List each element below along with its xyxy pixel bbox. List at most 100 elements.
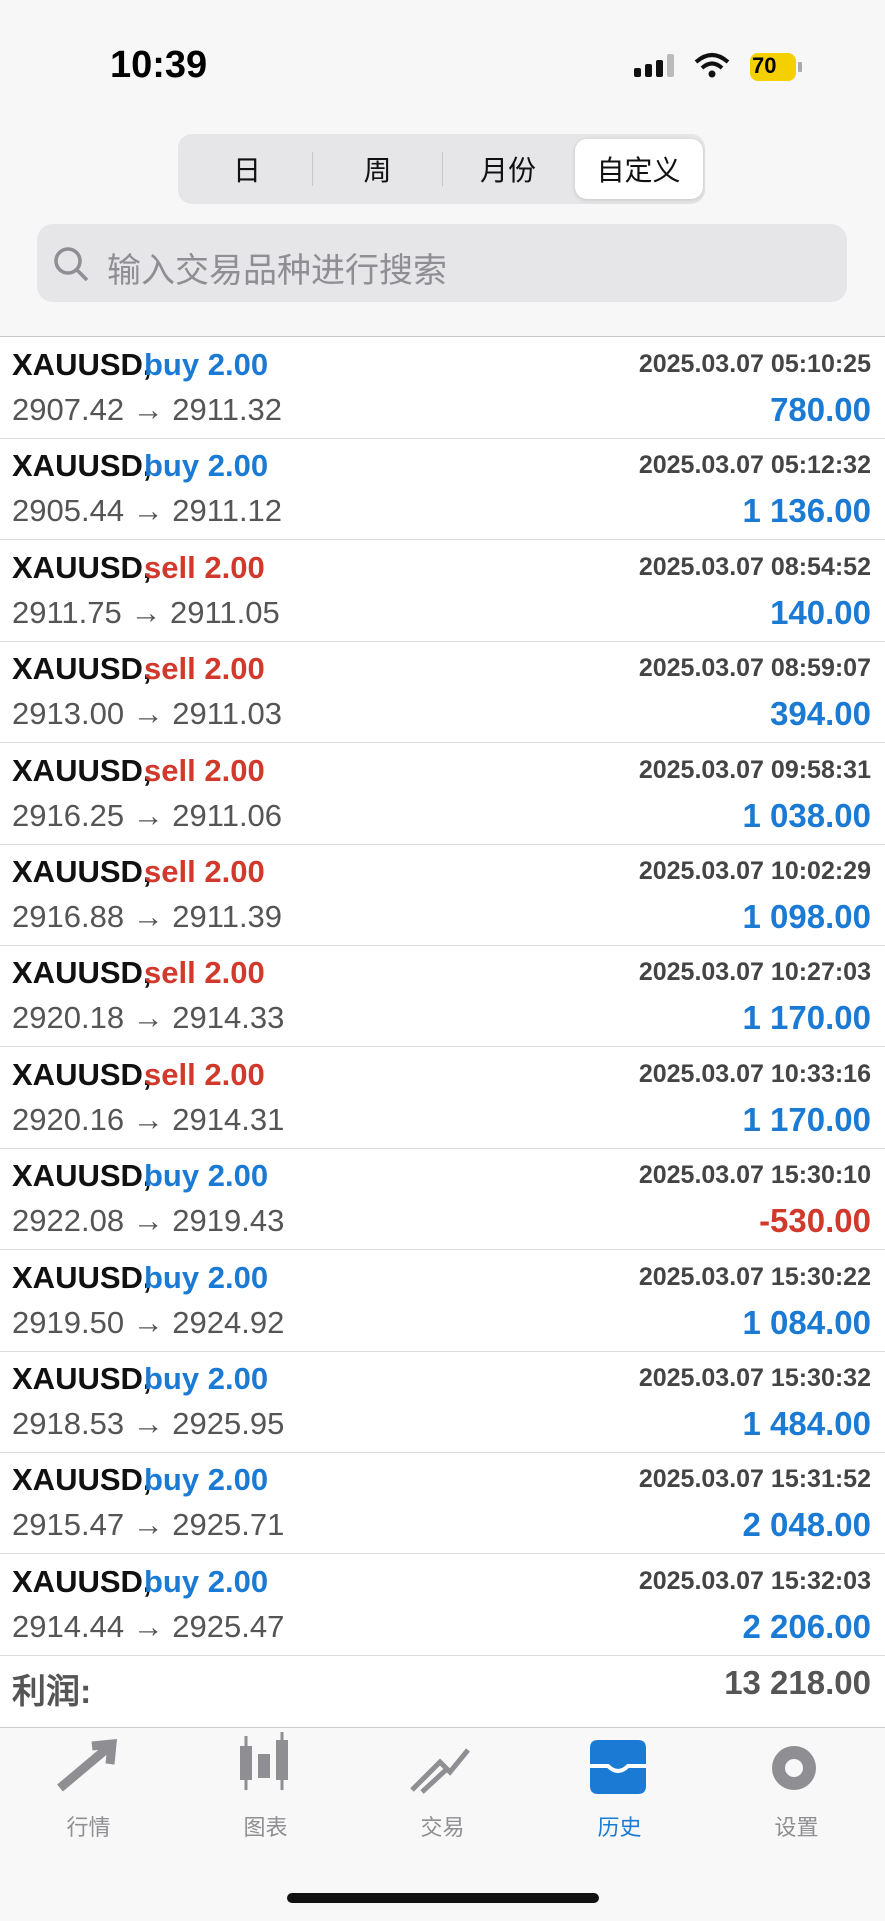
volume: 2.00 bbox=[207, 1361, 269, 1396]
period-tab[interactable]: 自定义 bbox=[574, 139, 703, 199]
side-type: buy bbox=[144, 347, 200, 382]
trade-row[interactable]: XAUUSD, sell 2.00 2920.18 → 2914.33 2025.03… bbox=[0, 945, 885, 1048]
close-time: 2025.03.07 15:30:10 bbox=[638, 1161, 871, 1190]
symbol: XAUUSD, bbox=[12, 1259, 152, 1295]
side-type: sell bbox=[144, 752, 196, 788]
symbol: XAUUSD, bbox=[12, 448, 152, 484]
profit: 1 170.00 bbox=[742, 1100, 871, 1138]
side: buy 2.00 bbox=[144, 347, 268, 383]
profit: 1 098.00 bbox=[742, 898, 871, 935]
volume: 2.00 bbox=[207, 347, 269, 382]
close-time: 2025.03.07 05:12:32 bbox=[638, 451, 871, 480]
symbol: XAUUSD, bbox=[12, 1462, 152, 1498]
side: buy 2.00 bbox=[144, 1361, 268, 1397]
tab-label[interactable]: 历史 bbox=[597, 1815, 642, 1840]
symbol: XAUUSD, bbox=[12, 549, 152, 585]
side-type: sell bbox=[144, 549, 196, 585]
side: buy 2.00 bbox=[144, 1158, 268, 1194]
side: sell 2.00 bbox=[144, 753, 265, 789]
close-time: 2025.03.07 05:10:25 bbox=[638, 350, 871, 378]
side-type: buy bbox=[144, 448, 200, 484]
prices: 2905.44 → 2911.12 bbox=[12, 493, 283, 529]
volume: 2.00 bbox=[204, 651, 265, 687]
trade-row[interactable]: XAUUSD, buy 2.00 2915.47 → 2925.71 2025.03.… bbox=[0, 1452, 885, 1555]
profit: 780.00 bbox=[770, 391, 871, 428]
prices: 2907.42 → 2911.32 bbox=[12, 392, 283, 427]
close-time: 2025.03.07 15:30:22 bbox=[638, 1262, 871, 1291]
side-type: sell bbox=[144, 854, 196, 889]
summary-value: 13 218.00 bbox=[724, 1664, 871, 1701]
tab-label[interactable]: 交易 bbox=[420, 1815, 465, 1840]
symbol: XAUUSD, bbox=[12, 1361, 152, 1396]
clock: 10:39 bbox=[110, 44, 208, 86]
period-tab[interactable]: 日 bbox=[232, 155, 261, 186]
profit: 1 038.00 bbox=[742, 796, 871, 834]
header: 10:39 70 日 周 月份 自定义 输入交易品种进行搜索 bbox=[0, 0, 885, 337]
side: buy 2.00 bbox=[144, 1260, 268, 1296]
symbol: XAUUSD, bbox=[12, 347, 152, 382]
side-type: buy bbox=[144, 1158, 200, 1194]
volume: 2.00 bbox=[204, 1056, 265, 1092]
side-type: buy bbox=[144, 1462, 200, 1498]
tab-bar: 行情 图表 交易 历史 设置 bbox=[0, 1727, 885, 1921]
period-tab[interactable]: 周 bbox=[363, 155, 392, 186]
volume: 2.00 bbox=[204, 854, 265, 889]
symbol: XAUUSD, bbox=[12, 1056, 152, 1092]
close-time: 2025.03.07 09:58:31 bbox=[638, 755, 871, 784]
profit: 1 084.00 bbox=[742, 1303, 871, 1341]
volume: 2.00 bbox=[204, 549, 265, 585]
volume: 2.00 bbox=[204, 955, 265, 991]
tab-label[interactable]: 行情 bbox=[66, 1815, 111, 1840]
trade-row[interactable]: XAUUSD, sell 2.00 2920.16 → 2914.31 2025.03… bbox=[0, 1047, 885, 1149]
trade-row[interactable]: XAUUSD, sell 2.00 2916.25 → 2911.06 2025.03… bbox=[0, 743, 885, 845]
trade-row[interactable]: XAUUSD, buy 2.00 2905.44 → 2911.12 2025.03.… bbox=[0, 438, 885, 541]
profit: 140.00 bbox=[770, 593, 871, 631]
trade-row[interactable]: XAUUSD, sell 2.00 2911.75 → 2911.05 2025.03… bbox=[0, 540, 885, 642]
tab-icons bbox=[57, 1732, 816, 1794]
period-tab[interactable]: 月份 bbox=[479, 155, 536, 186]
home-indicator bbox=[287, 1893, 599, 1903]
close-time: 2025.03.07 15:32:03 bbox=[638, 1566, 871, 1595]
symbol: XAUUSD, bbox=[12, 1158, 152, 1194]
volume: 2.00 bbox=[207, 1563, 269, 1599]
tab-label[interactable]: 图表 bbox=[243, 1815, 288, 1840]
tab-label[interactable]: 设置 bbox=[774, 1815, 819, 1840]
search-box[interactable]: 输入交易品种进行搜索 bbox=[37, 224, 847, 302]
side-type: buy bbox=[144, 1563, 200, 1599]
battery: 70 bbox=[752, 53, 777, 78]
volume: 2.00 bbox=[207, 1462, 269, 1498]
volume: 2.00 bbox=[207, 448, 269, 484]
prices: 2915.47 → 2925.71 bbox=[12, 1507, 285, 1543]
trade-row[interactable]: XAUUSD, buy 2.00 2919.50 → 2924.92 2025.03.… bbox=[0, 1250, 885, 1352]
close-time: 2025.03.07 08:59:07 bbox=[638, 654, 871, 683]
prices: 2922.08 → 2919.43 bbox=[12, 1203, 285, 1239]
profit: 1 170.00 bbox=[742, 999, 871, 1037]
side-type: sell bbox=[144, 955, 196, 991]
symbol: XAUUSD, bbox=[12, 854, 152, 889]
period-tabs: 日 周 月份 自定义 bbox=[178, 134, 705, 204]
trade-row[interactable]: XAUUSD, sell 2.00 2913.00 → 2911.03 2025.03… bbox=[0, 641, 885, 744]
trade-row[interactable]: XAUUSD, buy 2.00 2914.44 → 2925.47 2025.03.… bbox=[0, 1554, 885, 1656]
side: sell 2.00 bbox=[144, 854, 265, 890]
prices: 2918.53 → 2925.95 bbox=[12, 1406, 285, 1441]
close-time: 2025.03.07 08:54:52 bbox=[638, 552, 871, 581]
trade-row[interactable]: XAUUSD, buy 2.00 2907.42 → 2911.32 2025.03.… bbox=[0, 337, 885, 439]
separator bbox=[311, 152, 313, 186]
prices: 2919.50 → 2924.92 bbox=[12, 1304, 285, 1340]
symbol: XAUUSD, bbox=[12, 651, 152, 687]
profit: 2 048.00 bbox=[742, 1506, 871, 1544]
side: sell 2.00 bbox=[144, 651, 265, 687]
trade-row[interactable]: XAUUSD, sell 2.00 2916.88 → 2911.39 2025.03… bbox=[0, 844, 885, 946]
side: sell 2.00 bbox=[144, 955, 265, 991]
side-type: buy bbox=[144, 1259, 200, 1295]
prices: 2914.44 → 2925.47 bbox=[12, 1608, 285, 1644]
close-time: 2025.03.07 10:02:29 bbox=[638, 857, 871, 885]
volume: 2.00 bbox=[207, 1158, 269, 1194]
close-time: 2025.03.07 15:30:32 bbox=[638, 1364, 871, 1392]
prices: 2920.16 → 2914.31 bbox=[12, 1101, 285, 1137]
side: sell 2.00 bbox=[144, 550, 265, 586]
trade-row[interactable]: XAUUSD, buy 2.00 2922.08 → 2919.43 2025.03.… bbox=[0, 1148, 885, 1251]
trade-row[interactable]: XAUUSD, buy 2.00 2918.53 → 2925.95 2025.03.… bbox=[0, 1351, 885, 1453]
profit: 1 136.00 bbox=[742, 492, 871, 530]
